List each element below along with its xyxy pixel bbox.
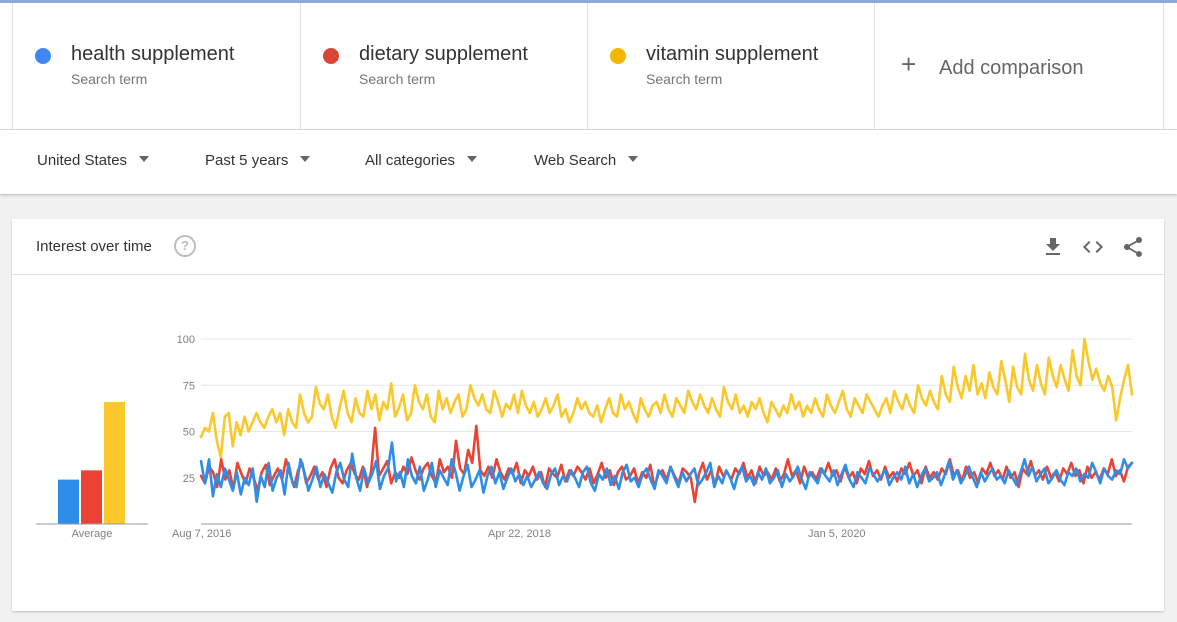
category-value: All categories	[365, 152, 456, 169]
search-term-name-1: health supplement	[71, 43, 235, 65]
search-term-card-2[interactable]: dietary supplement Search term	[300, 3, 588, 129]
search-term-name-2: dietary supplement	[359, 43, 528, 65]
series-lines	[199, 337, 1134, 504]
card-header: Interest over time ?	[12, 219, 1164, 275]
x-tick-label: Jan 5, 2020	[808, 528, 866, 540]
time-range-value: Past 5 years	[205, 152, 289, 169]
time-range-dropdown[interactable]: Past 5 years	[205, 152, 311, 169]
average-bar-health-supplement	[58, 479, 79, 524]
embed-code-icon[interactable]	[1081, 235, 1105, 259]
filter-bar: United States Past 5 years All categorie…	[0, 130, 1177, 194]
caret-down-icon	[628, 156, 639, 163]
chart-gridlines	[201, 338, 1132, 525]
y-tick-label: 50	[183, 427, 195, 439]
plus-icon: +	[901, 49, 917, 79]
caret-down-icon	[467, 156, 478, 163]
card-title: Interest over time	[36, 238, 152, 255]
average-bars: Average	[36, 401, 148, 540]
interest-over-time-card: Interest over time ? Average 25 50 75 100 A…	[12, 219, 1164, 611]
search-term-card-3[interactable]: vitamin supplement Search term	[587, 3, 875, 129]
y-axis-ticks: 25 50 75 100	[177, 334, 195, 485]
series-color-dot-2	[323, 48, 339, 64]
region-dropdown[interactable]: United States	[37, 152, 150, 169]
y-tick-label: 100	[177, 334, 195, 346]
average-bar-dietary-supplement	[81, 470, 102, 524]
share-icon[interactable]	[1121, 235, 1145, 259]
series-line-vitamin-supplement	[199, 337, 1134, 459]
search-type-value: Web Search	[534, 152, 617, 169]
help-icon[interactable]: ?	[174, 235, 196, 257]
series-color-dot-3	[610, 48, 626, 64]
caret-down-icon	[300, 156, 311, 163]
series-color-dot-1	[35, 48, 51, 64]
interest-chart: Average 25 50 75 100 Aug 7, 2016 Apr 22, 201…	[36, 334, 1134, 540]
category-dropdown[interactable]: All categories	[365, 152, 478, 169]
series-line-health-supplement	[199, 441, 1134, 504]
average-label: Average	[72, 528, 113, 540]
x-axis-ticks: Aug 7, 2016 Apr 22, 2018 Jan 5, 2020	[172, 528, 866, 540]
y-tick-label: 75	[183, 380, 195, 392]
search-term-sub-2: Search term	[359, 71, 436, 87]
y-tick-label: 25	[183, 473, 195, 485]
add-comparison-label: Add comparison	[939, 57, 1084, 79]
top-accent-line	[0, 0, 1177, 3]
caret-down-icon	[139, 156, 150, 163]
download-icon[interactable]	[1041, 235, 1065, 259]
search-type-dropdown[interactable]: Web Search	[534, 152, 639, 169]
x-tick-label: Apr 22, 2018	[488, 528, 551, 540]
search-term-sub-1: Search term	[71, 71, 148, 87]
x-tick-label: Aug 7, 2016	[172, 528, 231, 540]
search-term-name-3: vitamin supplement	[646, 43, 819, 65]
search-term-sub-3: Search term	[646, 71, 723, 87]
search-term-card-1[interactable]: health supplement Search term	[12, 3, 300, 129]
add-comparison-button[interactable]: + Add comparison	[874, 3, 1164, 129]
region-value: United States	[37, 152, 128, 169]
comparison-bar: health supplement Search term dietary su…	[0, 3, 1177, 130]
average-bar-vitamin-supplement	[104, 401, 125, 524]
